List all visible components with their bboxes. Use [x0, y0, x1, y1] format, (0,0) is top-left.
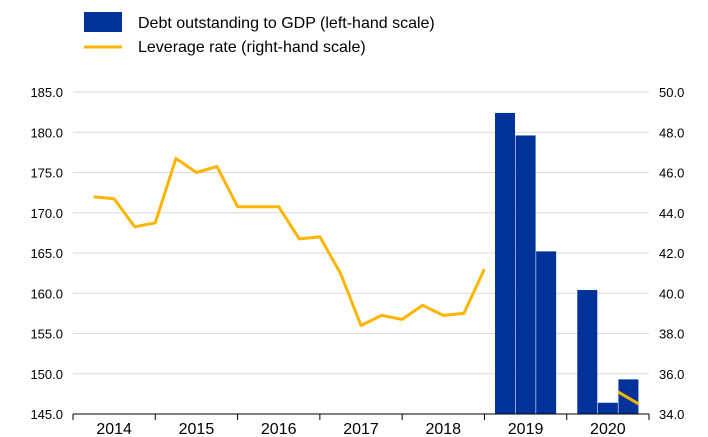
- left-axis-tick-label: 185.0: [30, 85, 63, 100]
- left-axis-tick-label: 180.0: [30, 125, 63, 140]
- left-axis-tick-label: 160.0: [30, 286, 63, 301]
- left-axis-tick-label: 170.0: [30, 206, 63, 221]
- right-axis-tick-label: 50.0: [659, 85, 684, 100]
- left-axis-tick-label: 155.0: [30, 327, 63, 342]
- leverage-line: [93, 156, 640, 406]
- x-axis-tick-label: 2018: [425, 421, 461, 437]
- left-axis-tick-label: 145.0: [30, 407, 63, 422]
- legend-line-label: Leverage rate (right-hand scale): [138, 39, 366, 56]
- left-axis-ticks: 145.0 150.0 155.0 160.0 165.0 170.0 175.0 180.0…: [30, 85, 63, 422]
- right-axis-tick-label: 44.0: [659, 206, 684, 221]
- debt-bar: [597, 402, 618, 414]
- x-axis-tick-label: 2014: [96, 421, 132, 437]
- legend: Debt outstanding to GDP (left-hand scale…: [84, 12, 435, 56]
- axes: [72, 413, 650, 420]
- x-axis-tick-label: 2020: [590, 421, 626, 437]
- right-axis-tick-label: 36.0: [659, 367, 684, 382]
- left-axis-tick-label: 165.0: [30, 246, 63, 261]
- debt-bar: [495, 112, 515, 415]
- left-axis-tick-label: 150.0: [30, 367, 63, 382]
- x-axis-tick-label: 2016: [261, 421, 297, 437]
- right-axis-tick-label: 34.0: [659, 407, 684, 422]
- right-axis-tick-label: 40.0: [659, 286, 684, 301]
- legend-bar-label: Debt outstanding to GDP (left-hand scale…: [138, 15, 435, 32]
- bars: [495, 112, 639, 415]
- debt-bar: [536, 251, 557, 414]
- right-axis-ticks: 34.0 36.0 38.0 40.0 42.0 44.0 46.0 48.0 50.0: [659, 85, 684, 422]
- x-axis-tick-label: 2017: [343, 421, 379, 437]
- right-axis-tick-label: 42.0: [659, 246, 684, 261]
- leverage-line-segment: [93, 156, 486, 327]
- left-axis-tick-label: 175.0: [30, 166, 63, 181]
- x-axis-tick-label: 2019: [508, 421, 544, 437]
- leverage-line-segment: [617, 390, 640, 406]
- debt-bar: [515, 135, 536, 414]
- x-axis-ticks: 2014 2015 2016 2017 2018 2019 2020: [96, 421, 625, 437]
- gridlines: [73, 91, 649, 415]
- right-axis-tick-label: 46.0: [659, 166, 684, 181]
- x-axis-tick-label: 2015: [179, 421, 215, 437]
- right-axis-tick-label: 38.0: [659, 327, 684, 342]
- debt-bar: [577, 290, 598, 414]
- right-axis-tick-label: 48.0: [659, 125, 684, 140]
- legend-bar-swatch: [84, 12, 122, 32]
